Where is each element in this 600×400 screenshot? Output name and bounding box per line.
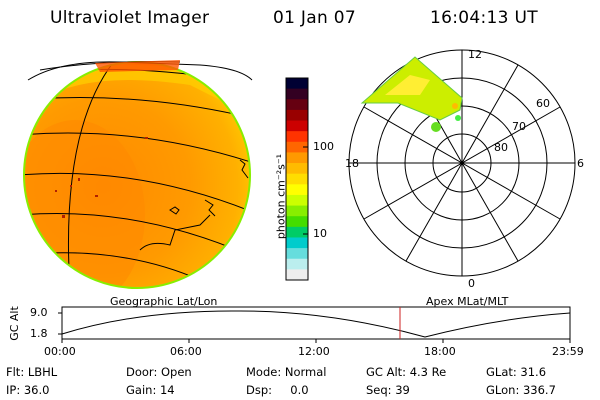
status-filter: Flt: LBHL bbox=[6, 365, 58, 379]
colorbar-band bbox=[286, 99, 308, 111]
status-seq: Seq: 39 bbox=[366, 383, 410, 397]
polar-label-6: 6 bbox=[577, 157, 584, 170]
status-gc-alt: GC Alt: 4.3 Re bbox=[366, 365, 447, 379]
colorbar-band bbox=[286, 78, 308, 90]
colorbar-band bbox=[286, 269, 308, 281]
colorbar-band bbox=[286, 163, 308, 175]
globe-caption: Geographic Lat/Lon bbox=[110, 295, 218, 308]
colorbar-tick-10: 10 bbox=[313, 227, 327, 240]
colorbar-band bbox=[286, 258, 308, 270]
status-glon: GLon: 336.7 bbox=[486, 383, 556, 397]
colorbar-band bbox=[286, 141, 308, 153]
instrument-title: Ultraviolet Imager bbox=[50, 8, 210, 28]
colorbar-band bbox=[286, 109, 308, 122]
polar-label-12: 12 bbox=[468, 48, 482, 61]
colorbar-tick-100: 100 bbox=[313, 140, 334, 153]
altitude-xtick-0600: 06:00 bbox=[170, 345, 202, 358]
colorbar-band bbox=[286, 216, 308, 228]
date-label: 01 Jan 07 bbox=[273, 8, 356, 28]
altitude-ytick-9: 9.0 bbox=[30, 306, 48, 319]
status-mode: Mode: Normal bbox=[246, 365, 327, 379]
colorbar-band bbox=[286, 152, 308, 164]
altitude-xtick-2359: 23:59 bbox=[552, 345, 584, 358]
colorbar-band bbox=[286, 173, 308, 185]
colorbar-band bbox=[286, 248, 308, 260]
time-label: 16:04:13 UT bbox=[430, 8, 538, 28]
altitude-xtick-1800: 18:00 bbox=[424, 345, 456, 358]
colorbar-band bbox=[286, 194, 308, 207]
colorbar-band bbox=[286, 205, 308, 217]
colorbar-band bbox=[286, 226, 308, 238]
altitude-ytick-1-8: 1.8 bbox=[30, 327, 48, 340]
polar-label-60: 60 bbox=[536, 97, 550, 110]
polar-label-18: 18 bbox=[345, 157, 359, 170]
altitude-xtick-0000: 00:00 bbox=[44, 345, 76, 358]
polar-caption: Apex MLat/MLT bbox=[426, 295, 509, 308]
polar-label-80: 80 bbox=[494, 141, 508, 154]
status-gain: Gain: 14 bbox=[126, 383, 175, 397]
colorbar-band bbox=[286, 131, 308, 143]
status-dsp: Dsp: 0.0 bbox=[246, 383, 309, 397]
polar-label-70: 70 bbox=[512, 120, 526, 133]
colorbar-band bbox=[286, 184, 308, 196]
colorbar-band bbox=[286, 237, 308, 249]
status-door: Door: Open bbox=[126, 365, 192, 379]
status-glat: GLat: 31.6 bbox=[486, 365, 547, 379]
colorbar-band bbox=[286, 88, 308, 100]
altitude-ylabel: GC Alt bbox=[7, 306, 21, 341]
altitude-xtick-1200: 12:00 bbox=[298, 345, 330, 358]
colorbar-band bbox=[286, 120, 308, 132]
polar-label-0: 0 bbox=[468, 277, 475, 290]
status-ip: IP: 36.0 bbox=[6, 383, 50, 397]
